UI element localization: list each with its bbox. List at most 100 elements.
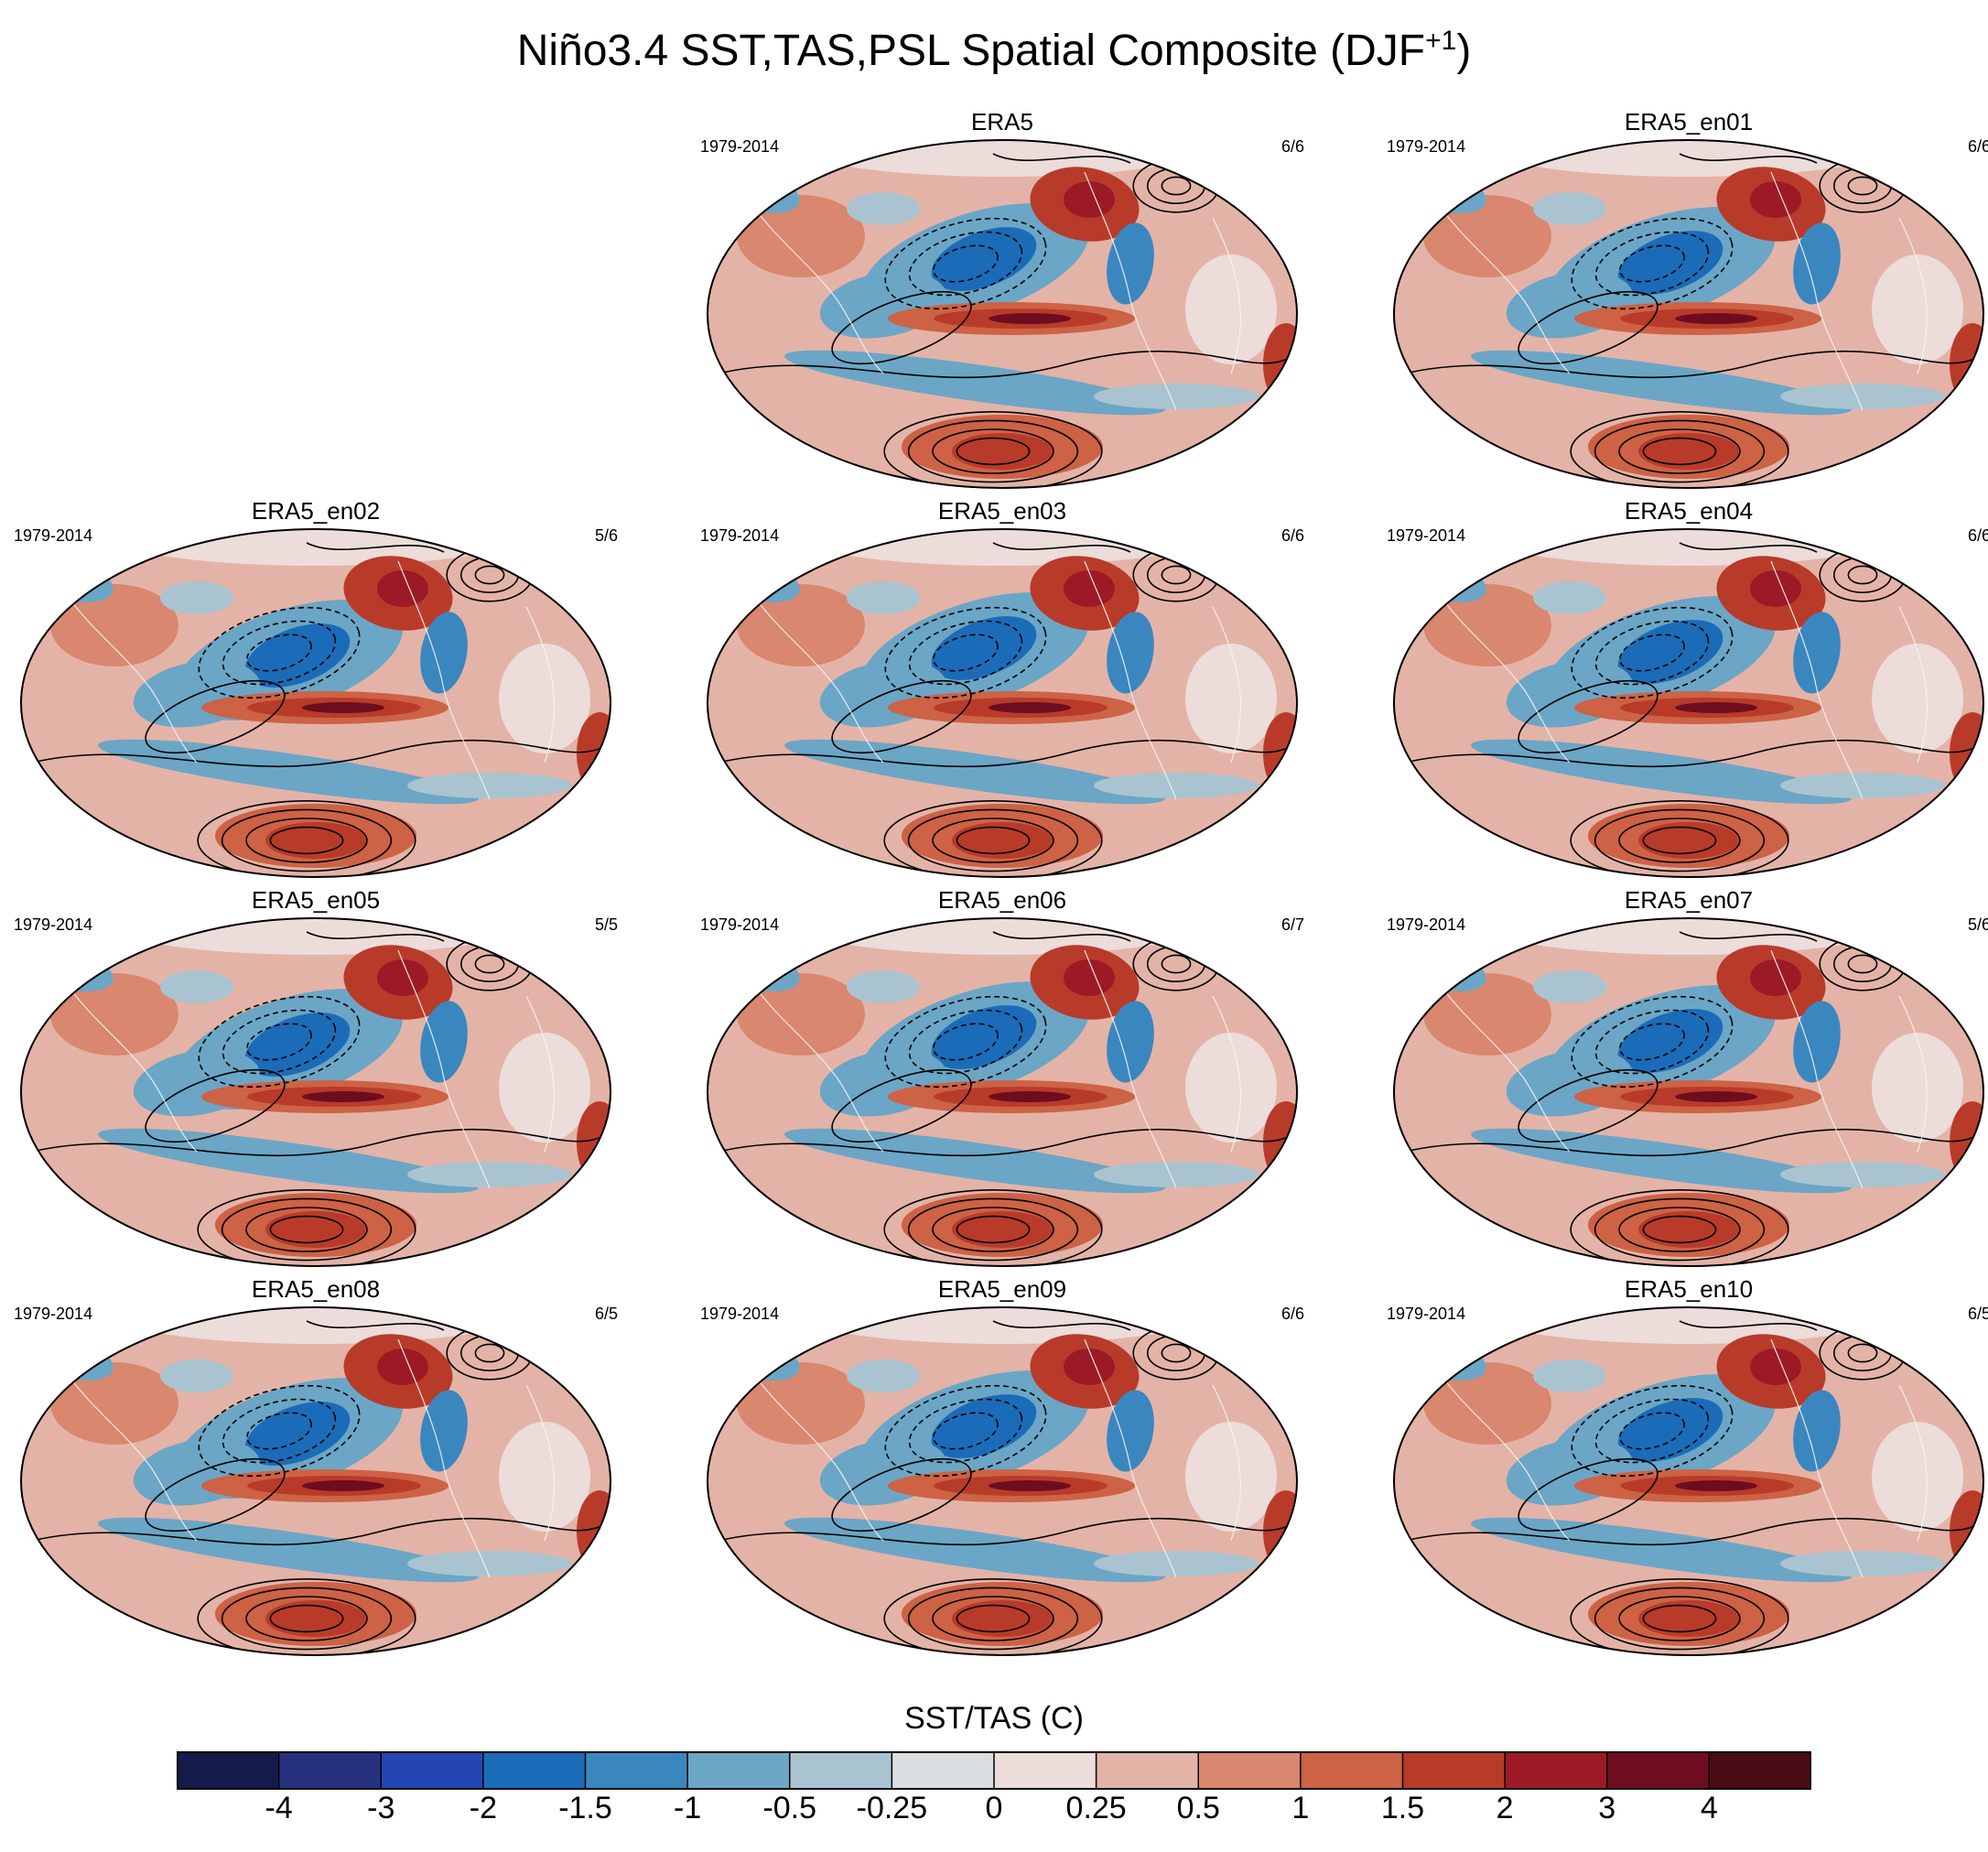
psl-contour-south [1618,1207,1741,1252]
panel-count: 5/5 [594,915,618,934]
psl-contour-south [221,1587,393,1651]
coastline-americas [397,1338,491,1578]
psl-contour-south [907,1587,1079,1651]
psl-contour-arctic [1679,542,1818,553]
south-pacific-cold-band [98,739,479,805]
psl-contour-west-pacific [1518,1068,1658,1143]
psl-contour-arctic [992,931,1131,942]
panel-title: ERA5_en10 [1624,1275,1754,1303]
psl-contour-north-pacific [221,1398,337,1464]
africa-neutral [1185,1422,1277,1532]
psl-contour-south [221,1197,393,1262]
south-atlantic-cool [1094,1162,1259,1187]
colorbar-tick-label: 0.5 [1176,1791,1220,1825]
colorbar-swatch [381,1751,484,1790]
psl-contour-south [221,808,393,872]
asia-warm [1423,195,1551,277]
coastline-africa [1212,606,1242,764]
psl-contour-north-pacific [198,606,361,699]
asia-warm [1423,973,1551,1056]
atlantic-cold [1107,612,1154,694]
map-border [1393,1306,1984,1656]
panel-count: 6/6 [1280,137,1304,156]
colorbar-tick-label: 4 [1700,1791,1718,1825]
map-border [20,917,611,1267]
panel-count: 6/7 [1280,915,1304,934]
psl-contour-north-pacific [1571,217,1734,310]
colorbar-tick-label: -3 [367,1791,395,1825]
southern-ocean-warm-core [1638,822,1739,859]
psl-contour-west-pacific [831,1068,972,1143]
psl-contour-west-pacific [145,1457,286,1533]
north-america-warm-core [1750,959,1801,996]
psl-contour-southern [718,739,1296,768]
psl-contour-arctic [306,931,445,942]
south-pacific-cold-band [1471,1128,1852,1194]
africa-neutral [1872,1422,1963,1532]
psl-contour-south [956,826,1031,855]
psl-contour-south [1618,428,1741,474]
coastline-asia [68,1375,198,1542]
psl-contour-north-atlantic [1161,565,1192,585]
psl-contour-north-pacific [1594,1009,1710,1075]
coastline-africa [1212,217,1242,374]
eurasia-cool [1533,1359,1606,1392]
eurasia-cool [847,581,920,614]
southern-ocean-warm-core [952,822,1053,859]
southern-ocean-warm-core [265,1211,366,1248]
south-pacific-cold-band [1471,350,1852,416]
enso-warm-peak [302,702,384,713]
map-panel: ERA5_en03 1979-2014 6/6 [700,497,1304,878]
psl-contour-north-atlantic [1161,1343,1192,1363]
psl-contour-south [1618,1596,1741,1641]
atlantic-cold [1793,222,1841,305]
map-plot [1393,1306,1984,1656]
panel-count: 5/6 [1967,915,1988,934]
psl-contour-south [1642,826,1717,855]
coastline-americas [397,560,491,800]
panel-count: 6/6 [1280,526,1304,545]
panel-years: 1979-2014 [14,526,93,545]
psl-contour-north-pacific [908,620,1023,686]
psl-contour-south [245,1596,368,1641]
coastline-americas [1084,560,1177,800]
coastline-africa [525,606,556,764]
map-panel: ERA5_en06 1979-2014 6/7 [700,886,1304,1267]
south-atlantic-cool [1780,384,1945,409]
enso-warm-peak [1675,702,1757,713]
southern-ocean-warm-core [265,1600,366,1637]
colorbar-swatch [1505,1751,1608,1790]
southern-ocean-warm-core [265,822,366,859]
asia-warm [737,973,865,1056]
psl-contour-south [907,419,1079,483]
coastline-asia [754,208,884,374]
psl-contour-north-atlantic [474,954,505,974]
psl-contour-southern [31,739,610,768]
panel-title: ERA5_en09 [937,1275,1067,1303]
colorbar-tick-label: -0.5 [762,1791,817,1825]
coastline-americas [1084,171,1177,411]
map-plot [1393,528,1984,878]
enso-warm-peak [989,702,1071,713]
enso-warm-peak [989,1480,1071,1491]
coastline-asia [1441,597,1571,764]
panel-title: ERA5_en08 [251,1275,381,1303]
map-plot [1393,139,1984,489]
atlantic-cold [1107,222,1154,305]
psl-contour-south [197,799,416,877]
africa-neutral [1185,1033,1277,1143]
psl-contour-north-atlantic [1847,565,1878,585]
psl-contour-north-pacific [908,231,1023,297]
arctic-field [1478,529,1899,566]
psl-contour-north-pacific [1619,634,1685,672]
south-pacific-cold-band [784,739,1165,805]
psl-contour-south [907,808,1079,872]
panel-years: 1979-2014 [700,1305,780,1323]
psl-contour-north-pacific [933,1023,999,1061]
colorbar-swatch [1402,1751,1506,1790]
colorbar-tick-label: -0.25 [856,1791,928,1825]
colorbar-tick-label: 2 [1496,1791,1514,1825]
psl-contour-north-pacific [246,1023,312,1061]
colorbar-title: SST/TAS (C) [904,1701,1084,1736]
psl-contour-south [1618,818,1741,863]
